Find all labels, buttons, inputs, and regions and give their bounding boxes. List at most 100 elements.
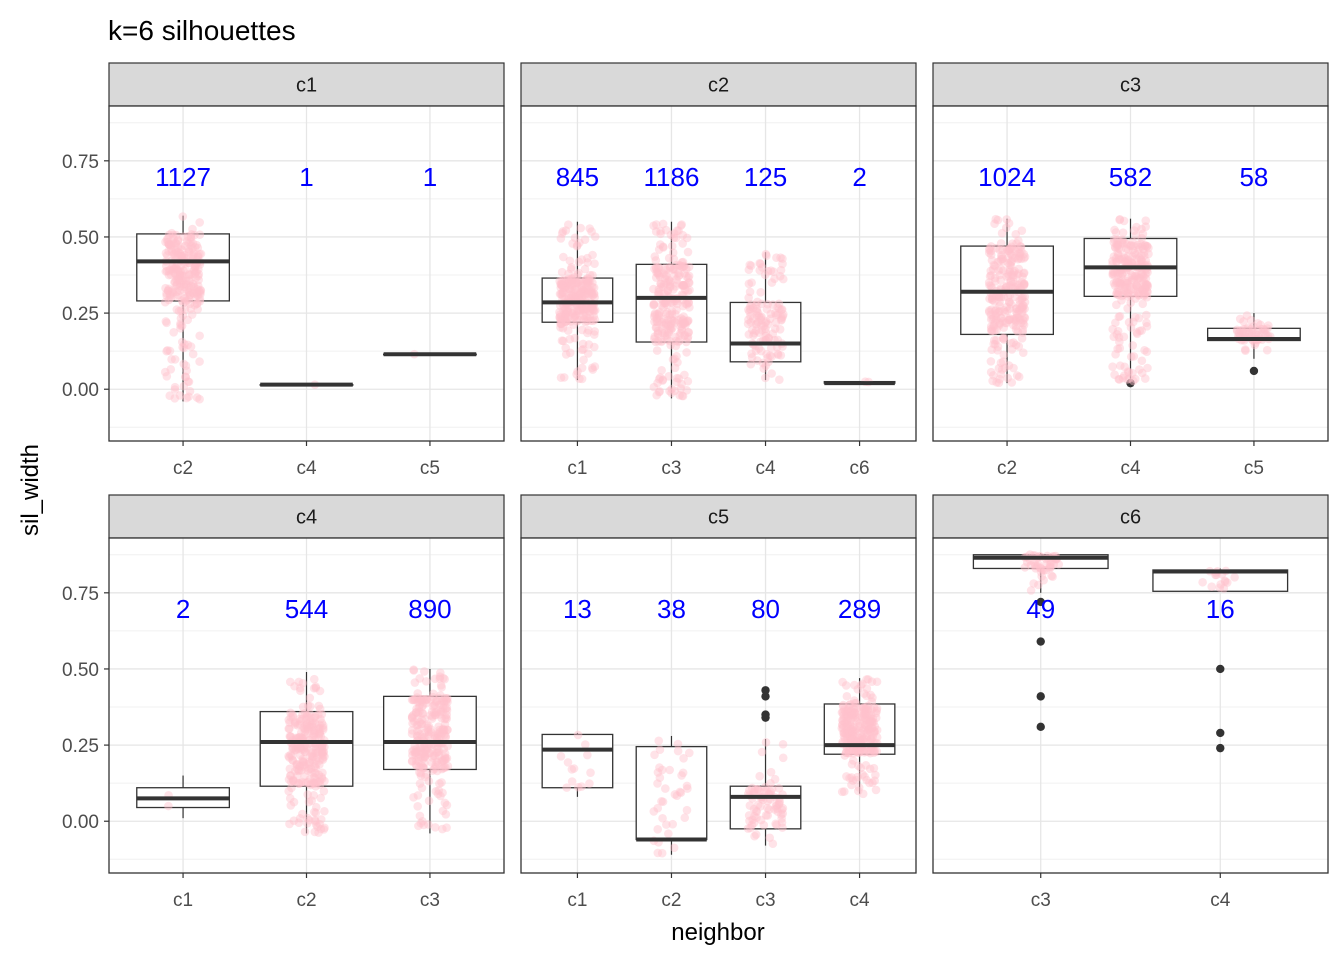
jitter-point — [302, 722, 312, 732]
jitter-point — [438, 728, 447, 738]
jitter-point — [409, 717, 419, 726]
jitter-point — [660, 289, 669, 298]
jitter-point — [316, 793, 325, 803]
jitter-point — [682, 337, 691, 347]
jitter-point — [987, 295, 997, 304]
jitter-point — [870, 727, 879, 736]
jitter-point — [1119, 286, 1129, 296]
jitter-point — [746, 359, 756, 369]
jitter-point — [295, 761, 305, 771]
panel-background — [521, 106, 916, 441]
jitter-point — [872, 725, 882, 735]
jitter-point — [583, 258, 592, 267]
jitter-point — [988, 291, 998, 301]
jitter-point — [569, 764, 579, 773]
jitter-point — [1118, 228, 1128, 237]
jitter-point — [758, 263, 767, 272]
jitter-point — [847, 736, 856, 746]
jitter-point — [436, 700, 446, 710]
jitter-point — [1020, 292, 1030, 302]
jitter-point — [1138, 285, 1147, 295]
jitter-point — [586, 285, 596, 295]
jitter-point — [573, 782, 583, 792]
jitter-point — [584, 274, 594, 284]
jitter-point — [559, 306, 568, 316]
jitter-point — [556, 752, 566, 761]
jitter-point — [557, 319, 566, 329]
jitter-point — [1017, 247, 1026, 256]
y-tick-label: 0.25 — [62, 736, 99, 757]
jitter-point — [407, 713, 417, 722]
jitter-point — [566, 274, 576, 283]
jitter-point — [997, 250, 1006, 260]
x-tick-label: c3 — [420, 890, 440, 911]
jitter-point — [756, 815, 766, 825]
jitter-point — [673, 337, 683, 347]
jitter-point — [665, 386, 674, 396]
jitter-point — [582, 305, 591, 314]
jitter-point — [431, 760, 440, 769]
jitter-point — [164, 270, 174, 280]
jitter-point — [417, 708, 427, 718]
jitter-point — [410, 695, 420, 704]
jitter-point — [864, 724, 874, 734]
jitter-point — [990, 261, 1000, 271]
jitter-point — [556, 280, 566, 290]
jitter-point — [436, 707, 445, 717]
jitter-point — [1131, 250, 1141, 259]
jitter-point — [753, 356, 762, 365]
jitter-point — [1140, 241, 1150, 251]
jitter-point — [304, 759, 313, 769]
jitter-point — [682, 781, 692, 791]
jitter-point — [573, 270, 582, 279]
jitter-point — [987, 326, 996, 336]
jitter-point — [561, 317, 571, 327]
jitter-point — [563, 275, 573, 284]
jitter-point — [662, 335, 672, 344]
jitter-point — [666, 314, 675, 324]
jitter-point — [559, 302, 569, 311]
jitter-point — [163, 346, 172, 355]
jitter-point — [682, 386, 692, 395]
jitter-point — [416, 818, 426, 828]
jitter-point — [1005, 315, 1015, 324]
jitter-point — [577, 255, 587, 264]
jitter-point — [195, 331, 204, 341]
jitter-point — [191, 273, 201, 283]
jitter-point — [585, 285, 594, 295]
jitter-point — [191, 268, 200, 277]
jitter-point — [1128, 368, 1137, 378]
jitter-point — [1137, 233, 1147, 243]
jitter-point — [409, 695, 419, 704]
jitter-point — [432, 757, 442, 767]
jitter-point — [309, 730, 319, 739]
jitter-point — [1017, 293, 1027, 303]
jitter-point — [660, 298, 670, 308]
jitter-point — [311, 748, 320, 758]
jitter-point — [196, 289, 205, 299]
jitter-point — [684, 271, 694, 281]
jitter-point — [419, 820, 428, 830]
jitter-point — [1131, 230, 1141, 240]
jitter-point — [1253, 326, 1263, 335]
jitter-point — [679, 262, 688, 271]
count-label: 58 — [1239, 162, 1268, 192]
jitter-point — [195, 218, 205, 227]
jitter-point — [776, 810, 786, 819]
jitter-point — [994, 266, 1003, 275]
jitter-point — [768, 329, 778, 339]
jitter-point — [995, 245, 1004, 254]
jitter-point — [442, 753, 452, 763]
jitter-point — [760, 782, 770, 792]
jitter-point — [590, 327, 600, 336]
jitter-point — [993, 215, 1003, 225]
jitter-point — [1137, 356, 1147, 366]
jitter-point — [301, 747, 310, 757]
jitter-point — [661, 278, 671, 288]
jitter-point — [189, 289, 199, 298]
jitter-point — [574, 315, 584, 325]
jitter-point — [842, 706, 852, 715]
jitter-point — [310, 712, 320, 721]
jitter-point — [998, 334, 1008, 343]
jitter-point — [1018, 316, 1028, 325]
